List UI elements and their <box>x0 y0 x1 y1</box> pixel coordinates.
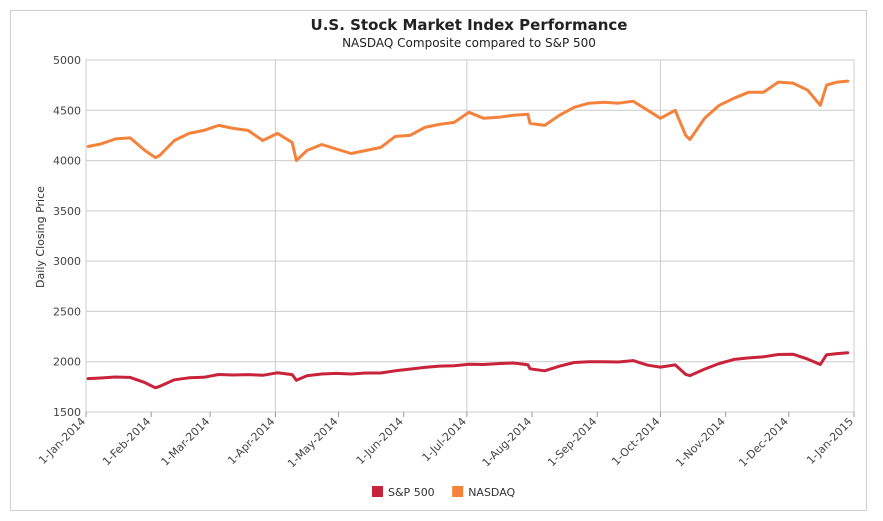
y-tick-label: 4000 <box>53 155 81 168</box>
y-axis-ticks: 1500 2000 2500 3000 3500 4000 4500 5000 <box>53 54 81 419</box>
legend: S&P 500 NASDAQ <box>372 486 516 499</box>
x-tick-label: 1-Jan-2014 <box>36 415 88 467</box>
y-axis-label: Daily Closing Price <box>34 186 47 288</box>
x-tick-label: 1-Oct-2014 <box>609 415 662 468</box>
y-tick-label: 2000 <box>53 356 81 369</box>
legend-swatch <box>452 486 464 497</box>
y-tick-label: 5000 <box>53 54 81 67</box>
legend-swatch <box>372 486 383 497</box>
y-tick-label: 3500 <box>53 205 81 218</box>
y-tick-label: 1500 <box>53 406 81 419</box>
x-tick-label: 1-Aug-2014 <box>480 415 535 470</box>
sp500-line <box>86 351 850 390</box>
grid-lines <box>85 59 855 413</box>
chart-title: U.S. Stock Market Index Performance <box>311 16 628 34</box>
y-tick-label: 2500 <box>53 305 81 318</box>
x-tick-label: 1-Dec-2014 <box>736 415 791 470</box>
x-tick-label: 1-May-2014 <box>285 415 340 470</box>
x-tick-label: 1-Jan-2015 <box>804 415 856 467</box>
nasdaq-line <box>86 79 850 163</box>
x-tick-label: 1-Jul-2014 <box>420 415 469 464</box>
x-tick-label: 1-Sep-2014 <box>545 415 599 469</box>
y-tick-label: 3000 <box>53 255 81 268</box>
x-tick-label: 1-Feb-2014 <box>100 415 153 468</box>
x-tick-label: 1-Mar-2014 <box>159 415 213 469</box>
x-tick-label: 1-Apr-2014 <box>225 415 277 467</box>
y-tick-label: 4500 <box>53 104 81 117</box>
series-lines <box>86 79 850 390</box>
chart-subtitle: NASDAQ Composite compared to S&P 500 <box>342 36 596 50</box>
legend-label: S&P 500 <box>388 486 435 499</box>
chart-frame <box>10 10 867 511</box>
legend-label: NASDAQ <box>468 486 515 499</box>
x-tick-label: 1-Jun-2014 <box>354 415 406 467</box>
x-tick-label: 1-Nov-2014 <box>673 415 728 470</box>
x-axis-ticks: 1-Jan-2014 1-Feb-2014 1-Mar-2014 1-Apr-2014… <box>36 412 856 470</box>
